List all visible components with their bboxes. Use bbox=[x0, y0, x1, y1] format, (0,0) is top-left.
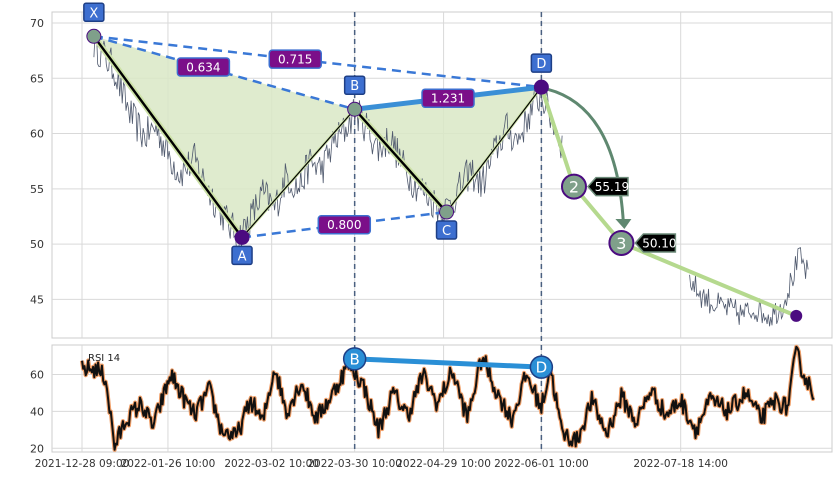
rsi-pivot-marker bbox=[529, 355, 554, 379]
rsi-pivot-label: D bbox=[536, 359, 548, 377]
target-marker bbox=[560, 173, 587, 200]
target-value-tag bbox=[634, 233, 677, 253]
ratio-box bbox=[268, 49, 322, 69]
pattern-leg bbox=[241, 108, 356, 238]
target-marker-label: 2 bbox=[569, 178, 579, 197]
target-value-label: 55.19 bbox=[595, 180, 629, 194]
rsi-divergence-line bbox=[354, 356, 542, 370]
ratio-label: 0.634 bbox=[186, 60, 220, 74]
x-tick-label: 2022-03-30 10:00 bbox=[307, 458, 402, 470]
pivot-label-box bbox=[435, 220, 458, 240]
pivot-label: A bbox=[238, 249, 247, 264]
x-tick-label: 2022-03-02 10:00 bbox=[224, 458, 319, 470]
ratio-box bbox=[317, 214, 372, 235]
pivot-label-box bbox=[343, 75, 366, 95]
price-panel-frame bbox=[51, 11, 833, 339]
target-value-label: 50.10 bbox=[642, 236, 676, 250]
price-line bbox=[93, 28, 563, 251]
target-marker-label: 3 bbox=[616, 234, 626, 253]
x-tick-label: 2022-01-26 10:00 bbox=[121, 458, 216, 470]
pattern-leg bbox=[353, 108, 448, 213]
price-series bbox=[93, 28, 809, 327]
x-tick-label: 2021-12-28 09:00 bbox=[35, 458, 130, 470]
price-tick-label: 65 bbox=[30, 72, 44, 85]
x-tick-label: 2022-04-29 10:00 bbox=[396, 458, 491, 470]
rsi-line bbox=[81, 345, 815, 451]
price-tick-label: 60 bbox=[30, 128, 44, 141]
pivot-label-box bbox=[530, 53, 553, 73]
price-tick-label: 70 bbox=[30, 17, 44, 30]
rsi-panel-frame bbox=[51, 344, 833, 453]
pivot-label: D bbox=[536, 57, 546, 72]
price-tick-label: 50 bbox=[30, 238, 44, 251]
pivot-label: B bbox=[350, 79, 359, 94]
pivot-label-box bbox=[83, 2, 105, 23]
rsi-tick-label: 40 bbox=[30, 405, 44, 418]
pivot-label: C bbox=[442, 224, 451, 239]
projection-arc bbox=[546, 87, 625, 224]
price-tick-label: 55 bbox=[30, 183, 44, 196]
rsi-pivot-marker bbox=[342, 347, 367, 371]
end-marker bbox=[790, 309, 803, 322]
pivot-label-box bbox=[231, 245, 253, 266]
ratio-dashed-line bbox=[241, 210, 447, 239]
rsi-tick-label: 60 bbox=[30, 369, 44, 382]
pivot-label: X bbox=[89, 6, 98, 21]
pivot-marker bbox=[533, 79, 549, 95]
pivot-marker bbox=[347, 101, 363, 117]
price-line-tail bbox=[689, 247, 809, 327]
x-tick-label: 2022-07-18 14:00 bbox=[633, 458, 728, 470]
price-tick-label: 45 bbox=[30, 293, 44, 306]
ratio-label: 0.715 bbox=[278, 53, 312, 67]
ratio-label: 0.800 bbox=[327, 218, 361, 232]
projection-arrowhead bbox=[615, 218, 632, 229]
target-marker bbox=[608, 229, 635, 256]
pivot-marker bbox=[234, 229, 250, 245]
ratio-box bbox=[421, 88, 475, 108]
x-tick-label: 2022-06-01 10:00 bbox=[494, 458, 589, 470]
pattern-leg bbox=[446, 86, 542, 213]
pattern-fill-xab bbox=[93, 36, 355, 238]
rsi-tick-label: 20 bbox=[30, 442, 44, 455]
target-value-tag bbox=[586, 176, 629, 197]
pattern-leg bbox=[92, 35, 244, 239]
rsi-label: RSI 14 bbox=[88, 353, 120, 364]
rsi-series bbox=[79, 344, 816, 452]
rsi-pivot-label: B bbox=[350, 350, 360, 368]
pivot-marker bbox=[86, 28, 102, 44]
pivot-marker bbox=[439, 204, 455, 220]
ratio-box bbox=[176, 57, 231, 77]
pattern-fill-bcd bbox=[354, 87, 542, 213]
ratio-label: 1.231 bbox=[431, 92, 465, 106]
projection-path bbox=[539, 86, 798, 318]
